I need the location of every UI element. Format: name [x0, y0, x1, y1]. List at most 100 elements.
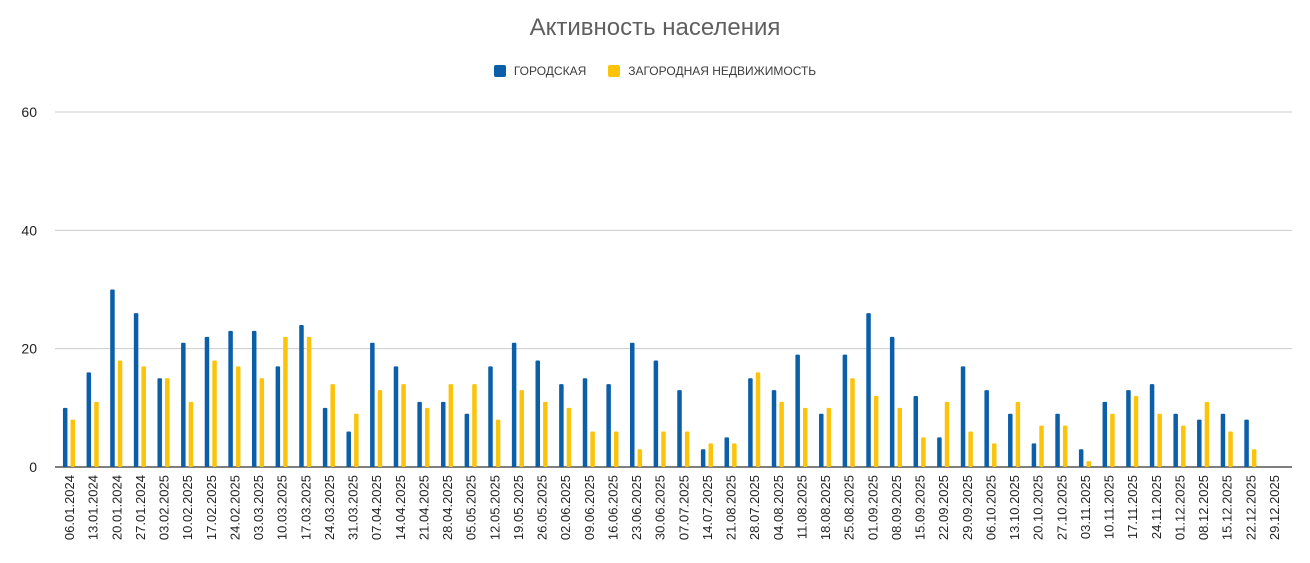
bar-series1-37 [944, 401, 950, 467]
chart-title: Активность населения [529, 14, 781, 41]
bar-series0-31 [795, 354, 800, 467]
bar-series1-36 [921, 437, 926, 467]
x-tick-label-33: 25.08.2025 [842, 475, 857, 540]
x-tick-label-14: 14.04.2025 [393, 475, 408, 540]
bar-series1-21 [566, 407, 572, 467]
x-tick-label-0: 06.01.2024 [62, 475, 77, 540]
bar-series0-14 [393, 366, 399, 467]
bar-series1-13 [377, 390, 383, 467]
x-tick-label-1: 13.01.2024 [86, 475, 101, 540]
bar-series1-11 [330, 384, 335, 467]
bar-series0-0 [62, 407, 68, 467]
bar-series0-20 [535, 360, 540, 467]
y-tick-label-20: 20 [21, 341, 37, 357]
x-tick-label-45: 17.11.2025 [1125, 475, 1140, 539]
x-tick-label-26: 07.07.2025 [676, 475, 691, 540]
bar-series1-29 [755, 372, 761, 467]
x-tick-label-41: 20.10.2025 [1031, 475, 1046, 540]
bar-series1-35 [897, 407, 903, 467]
bar-series0-12 [346, 431, 351, 467]
x-tick-label-7: 24.02.2025 [227, 475, 242, 540]
bar-series0-26 [677, 390, 682, 467]
bar-series1-8 [259, 378, 265, 467]
legend-label-suburban: ЗАГОРОДНАЯ НЕДВИЖИМОСТЬ [628, 64, 817, 78]
bar-series0-21 [559, 384, 564, 467]
bar-series0-35 [889, 336, 895, 467]
bar-series1-16 [448, 384, 454, 467]
bar-series0-5 [181, 342, 186, 467]
bar-series0-10 [299, 325, 304, 467]
x-tick-label-10: 17.03.2025 [298, 475, 313, 540]
bar-series1-49 [1228, 431, 1233, 467]
bar-series1-33 [850, 378, 855, 467]
bar-series0-1 [86, 372, 92, 467]
bar-series0-2 [110, 289, 115, 467]
x-tick-label-3: 27.01.2024 [133, 475, 148, 540]
bar-series0-46 [1149, 384, 1155, 467]
bar-series1-20 [543, 401, 548, 467]
bar-series1-34 [873, 396, 879, 467]
legend-item-suburban[interactable]: ЗАГОРОДНАЯ НЕДВИЖИМОСТЬ [608, 64, 816, 78]
bar-series0-29 [748, 378, 753, 467]
x-tick-label-19: 19.05.2025 [511, 475, 526, 540]
bar-series1-6 [212, 360, 217, 467]
x-tick-label-49: 15.12.2025 [1220, 475, 1235, 540]
x-tick-label-28: 21.08.2025 [724, 475, 739, 540]
bar-series1-4 [165, 378, 170, 467]
bar-series1-9 [283, 336, 288, 467]
bar-series0-4 [157, 378, 162, 467]
x-tick-label-47: 01.12.2025 [1172, 475, 1187, 540]
x-tick-label-17: 05.05.2025 [464, 475, 479, 540]
x-tick-label-31: 11.08.2025 [794, 475, 809, 539]
bar-series0-49 [1220, 413, 1226, 467]
bar-series1-14 [401, 384, 406, 467]
bar-series0-48 [1197, 419, 1202, 467]
bar-series1-50 [1251, 449, 1257, 467]
bar-series0-17 [464, 413, 470, 467]
bar-series1-5 [188, 401, 194, 467]
bar-series1-41 [1039, 425, 1044, 467]
bar-series1-48 [1204, 401, 1210, 467]
legend-label-urban: ГОРОДСКАЯ [513, 64, 587, 78]
bar-series1-18 [495, 419, 501, 467]
x-tick-label-44: 10.11.2025 [1102, 475, 1117, 539]
x-tick-label-29: 28.07.2025 [747, 475, 762, 540]
x-tick-label-5: 10.02.2025 [180, 475, 195, 540]
x-tick-label-51: 29.12.2025 [1267, 475, 1282, 540]
bar-series0-32 [819, 413, 824, 467]
bar-series1-23 [613, 431, 619, 467]
bar-series0-22 [582, 378, 588, 467]
bar-series0-16 [440, 401, 446, 467]
x-tick-label-39: 06.10.2025 [983, 475, 998, 540]
bar-series1-25 [661, 431, 666, 467]
x-tick-label-25: 30.06.2025 [653, 475, 668, 540]
bar-series1-38 [968, 431, 973, 467]
bar-series0-36 [913, 396, 919, 467]
bar-series1-12 [354, 413, 359, 467]
bar-series0-27 [700, 449, 706, 467]
x-tick-label-20: 26.05.2025 [535, 475, 550, 540]
x-tick-label-21: 02.06.2025 [558, 475, 573, 540]
bar-series0-39 [984, 390, 989, 467]
bar-series0-11 [322, 407, 328, 467]
x-tick-label-4: 03.02.2025 [157, 475, 172, 540]
bar-series1-28 [732, 443, 737, 467]
bar-series0-47 [1173, 413, 1178, 467]
x-tick-label-12: 31.03.2025 [346, 475, 361, 540]
x-tick-label-18: 12.05.2025 [487, 475, 502, 540]
x-tick-label-42: 27.10.2025 [1054, 475, 1069, 540]
legend-item-urban[interactable]: ГОРОДСКАЯ [493, 64, 587, 78]
bar-series0-13 [370, 342, 375, 467]
bar-series0-6 [204, 336, 210, 467]
chart-legend: ГОРОДСКАЯ ЗАГОРОДНАЯ НЕДВИЖИМОСТЬ [0, 64, 1310, 78]
x-tick-label-30: 04.08.2025 [771, 475, 786, 540]
bar-series0-8 [251, 330, 257, 467]
bar-series0-15 [417, 401, 422, 467]
bar-series1-2 [117, 360, 123, 467]
x-tick-label-34: 01.09.2025 [865, 475, 880, 540]
x-tick-label-8: 03.03.2025 [251, 475, 266, 540]
bar-series0-19 [511, 342, 517, 467]
bar-series0-30 [771, 390, 777, 467]
bar-series1-19 [519, 390, 524, 467]
